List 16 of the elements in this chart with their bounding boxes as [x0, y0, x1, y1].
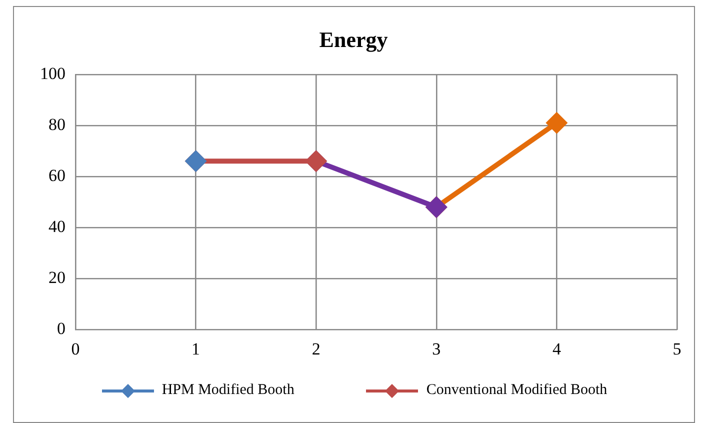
x-tick-label: 4 — [552, 339, 562, 358]
x-tick-label: 2 — [312, 339, 320, 358]
y-tick-label: 80 — [48, 114, 66, 134]
legend-label: Conventional Modified Booth — [426, 382, 608, 399]
y-tick-label: 20 — [48, 268, 66, 288]
chart-title: Energy — [319, 26, 388, 52]
y-tick-label: 100 — [40, 64, 66, 83]
x-tick-label: 5 — [672, 339, 682, 358]
x-tick-label: 1 — [192, 339, 200, 358]
point — [546, 112, 568, 134]
y-tick-label: 40 — [48, 216, 66, 236]
y-tick-label: 60 — [48, 166, 66, 185]
legend-label: HPM Modified Booth — [162, 382, 294, 399]
x-tick-label: 3 — [432, 339, 441, 358]
x-tick-label: 0 — [71, 339, 80, 358]
y-tick-label: 0 — [57, 319, 66, 338]
